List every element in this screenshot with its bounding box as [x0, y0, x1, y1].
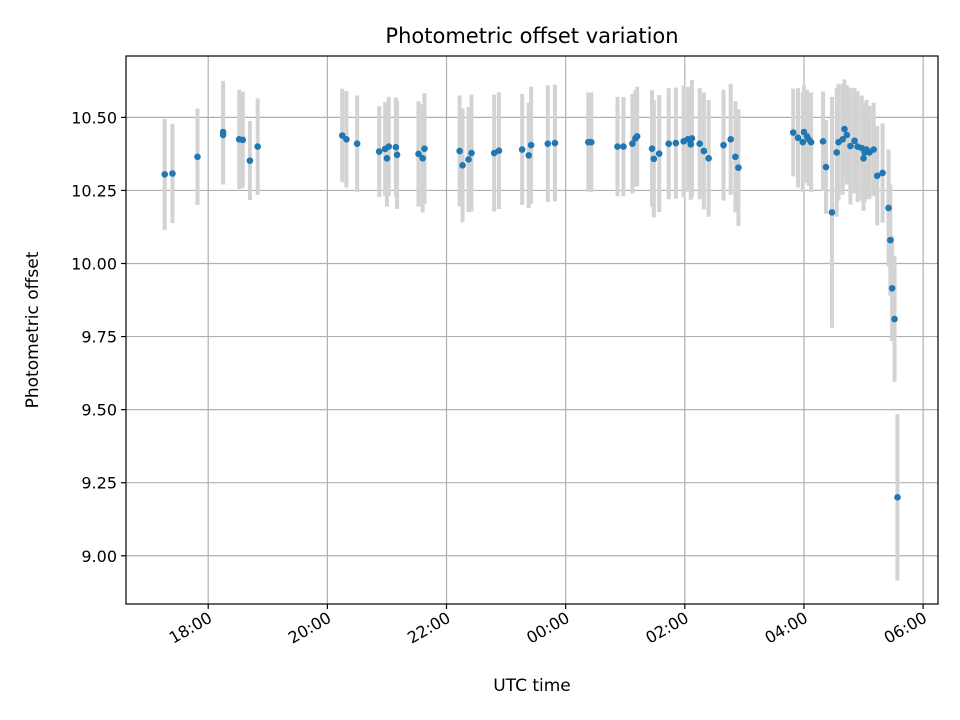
data-point	[633, 133, 641, 140]
data-point	[169, 170, 176, 177]
data-point	[735, 164, 742, 171]
data-point	[338, 132, 346, 139]
data-point	[885, 204, 892, 212]
data-point	[518, 146, 526, 153]
data-point	[873, 172, 881, 180]
data-point	[799, 138, 807, 146]
y-axis-title: Photometric offset	[23, 251, 43, 408]
data-point	[650, 155, 658, 163]
data-point	[459, 162, 466, 169]
data-point	[456, 147, 463, 155]
data-point	[415, 150, 422, 158]
data-point	[246, 157, 254, 164]
data-point	[688, 135, 696, 142]
data-point	[419, 154, 426, 162]
data-point	[421, 145, 428, 152]
data-point	[720, 141, 727, 149]
data-point	[343, 135, 350, 143]
data-point	[894, 494, 901, 501]
data-point	[807, 138, 815, 146]
data-point	[375, 148, 383, 155]
data-point	[843, 131, 851, 139]
data-point	[822, 163, 830, 171]
data-point	[629, 140, 636, 147]
data-point	[672, 139, 680, 147]
data-point	[383, 154, 391, 162]
data-point	[620, 143, 627, 150]
y-tick-label: 9.25	[81, 474, 117, 493]
data-point	[587, 138, 595, 146]
data-point	[839, 135, 846, 143]
data-point	[888, 285, 896, 292]
data-point	[732, 153, 739, 161]
x-axis-title: UTC time	[493, 676, 571, 696]
y-tick-label: 10.25	[71, 181, 117, 200]
data-point	[527, 141, 535, 149]
data-point	[687, 140, 695, 148]
data-point	[219, 131, 227, 139]
data-point	[385, 143, 393, 150]
y-axis-ticks: 9.00 9.25 9.50 9.75 10.00 10.25 10.50	[71, 108, 126, 566]
data-point	[161, 171, 169, 178]
data-point	[879, 169, 886, 177]
data-point	[194, 153, 201, 161]
data-point	[705, 154, 712, 162]
data-point	[789, 129, 797, 136]
data-point	[727, 135, 734, 143]
data-point	[887, 236, 894, 244]
data-point	[648, 145, 656, 152]
data-point	[851, 137, 858, 145]
data-point	[614, 143, 621, 150]
data-point	[525, 152, 533, 159]
y-tick-label: 9.50	[81, 401, 117, 420]
data-point	[392, 143, 400, 151]
y-tick-label: 9.75	[81, 328, 117, 347]
data-point	[551, 139, 559, 147]
data-point	[696, 140, 704, 147]
data-point	[465, 156, 472, 163]
data-point	[891, 315, 898, 323]
data-point	[841, 125, 848, 133]
y-tick-label: 10.50	[71, 108, 117, 127]
data-point	[495, 147, 503, 154]
data-point	[393, 151, 401, 159]
data-point	[828, 209, 836, 216]
data-point	[833, 149, 841, 156]
data-point	[870, 146, 877, 153]
data-point	[847, 142, 854, 150]
data-point	[665, 140, 673, 147]
data-point	[655, 150, 663, 157]
data-point	[239, 136, 247, 144]
data-points	[161, 125, 901, 501]
y-tick-label: 10.00	[71, 255, 117, 274]
data-point	[353, 140, 361, 147]
data-point	[700, 147, 708, 155]
chart-title: Photometric offset variation	[385, 24, 678, 48]
data-point	[794, 134, 802, 142]
y-tick-label: 9.00	[81, 547, 117, 566]
data-point	[860, 154, 867, 162]
data-point	[468, 149, 475, 157]
data-point	[819, 138, 827, 145]
data-point	[544, 140, 552, 147]
data-point	[254, 143, 261, 150]
plot-frame	[125, 55, 939, 605]
